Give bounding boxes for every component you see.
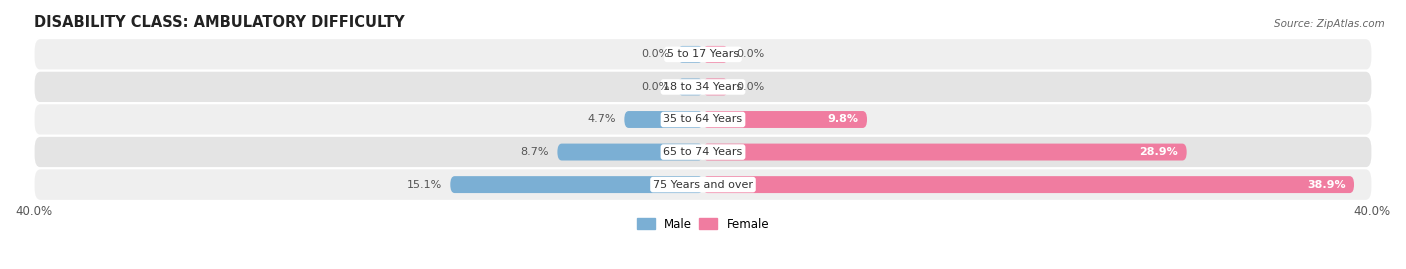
Legend: Male, Female: Male, Female: [637, 218, 769, 231]
FancyBboxPatch shape: [557, 144, 703, 161]
FancyBboxPatch shape: [703, 79, 728, 95]
Text: 0.0%: 0.0%: [737, 49, 765, 59]
FancyBboxPatch shape: [34, 71, 1372, 103]
FancyBboxPatch shape: [34, 38, 1372, 71]
Text: 35 to 64 Years: 35 to 64 Years: [664, 115, 742, 125]
Text: 65 to 74 Years: 65 to 74 Years: [664, 147, 742, 157]
Text: 8.7%: 8.7%: [520, 147, 548, 157]
Text: 5 to 17 Years: 5 to 17 Years: [666, 49, 740, 59]
Text: 0.0%: 0.0%: [737, 82, 765, 92]
Text: DISABILITY CLASS: AMBULATORY DIFFICULTY: DISABILITY CLASS: AMBULATORY DIFFICULTY: [34, 15, 404, 30]
Text: 18 to 34 Years: 18 to 34 Years: [664, 82, 742, 92]
FancyBboxPatch shape: [678, 79, 703, 95]
Text: 75 Years and over: 75 Years and over: [652, 180, 754, 190]
FancyBboxPatch shape: [678, 46, 703, 63]
FancyBboxPatch shape: [624, 111, 703, 128]
Text: 28.9%: 28.9%: [1139, 147, 1178, 157]
Text: 4.7%: 4.7%: [588, 115, 616, 125]
FancyBboxPatch shape: [703, 176, 1354, 193]
Text: 0.0%: 0.0%: [641, 49, 669, 59]
Text: Source: ZipAtlas.com: Source: ZipAtlas.com: [1274, 19, 1385, 29]
Text: 15.1%: 15.1%: [406, 180, 441, 190]
FancyBboxPatch shape: [34, 136, 1372, 168]
Text: 38.9%: 38.9%: [1308, 180, 1346, 190]
FancyBboxPatch shape: [703, 46, 728, 63]
FancyBboxPatch shape: [34, 103, 1372, 136]
FancyBboxPatch shape: [703, 111, 868, 128]
Text: 0.0%: 0.0%: [641, 82, 669, 92]
FancyBboxPatch shape: [450, 176, 703, 193]
FancyBboxPatch shape: [703, 144, 1187, 161]
FancyBboxPatch shape: [34, 168, 1372, 201]
Text: 9.8%: 9.8%: [828, 115, 859, 125]
